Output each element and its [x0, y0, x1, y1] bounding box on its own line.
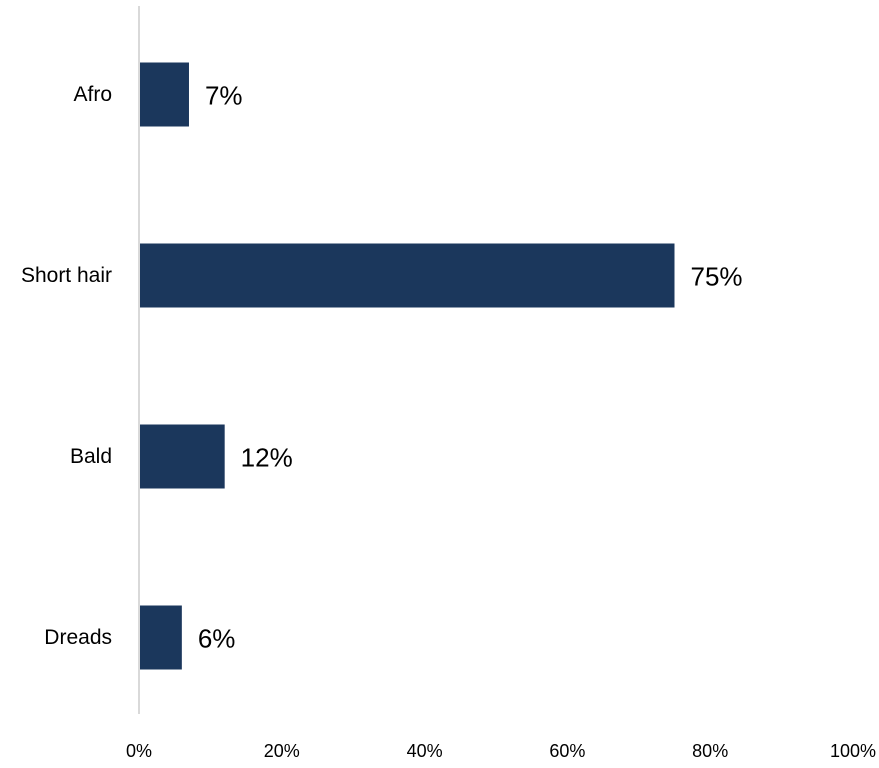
bar-afro: [140, 62, 189, 127]
bars-layer: [140, 62, 675, 670]
category-label: Short hair: [21, 264, 112, 287]
data-label: 75%: [691, 262, 743, 292]
data-label: 12%: [241, 443, 293, 473]
bar-bald: [140, 424, 225, 489]
x-tick-label: 40%: [407, 741, 443, 761]
x-axis-ticks: 0% 20% 40% 60% 80% 100%: [126, 741, 876, 761]
data-label: 7%: [205, 81, 243, 111]
x-tick-label: 0%: [126, 741, 152, 761]
category-label: Afro: [73, 83, 112, 106]
x-tick-label: 20%: [264, 741, 300, 761]
category-label: Dreads: [44, 626, 112, 649]
labels-layer: Afro 7% Short hair 75% Bald 12% Dreads 6%: [21, 81, 743, 654]
bar-dreads: [140, 605, 182, 670]
x-tick-label: 100%: [830, 741, 876, 761]
x-tick-label: 80%: [692, 741, 728, 761]
category-label: Bald: [70, 445, 112, 468]
data-label: 6%: [198, 624, 236, 654]
bar-short-hair: [140, 243, 675, 308]
x-tick-label: 60%: [549, 741, 585, 761]
